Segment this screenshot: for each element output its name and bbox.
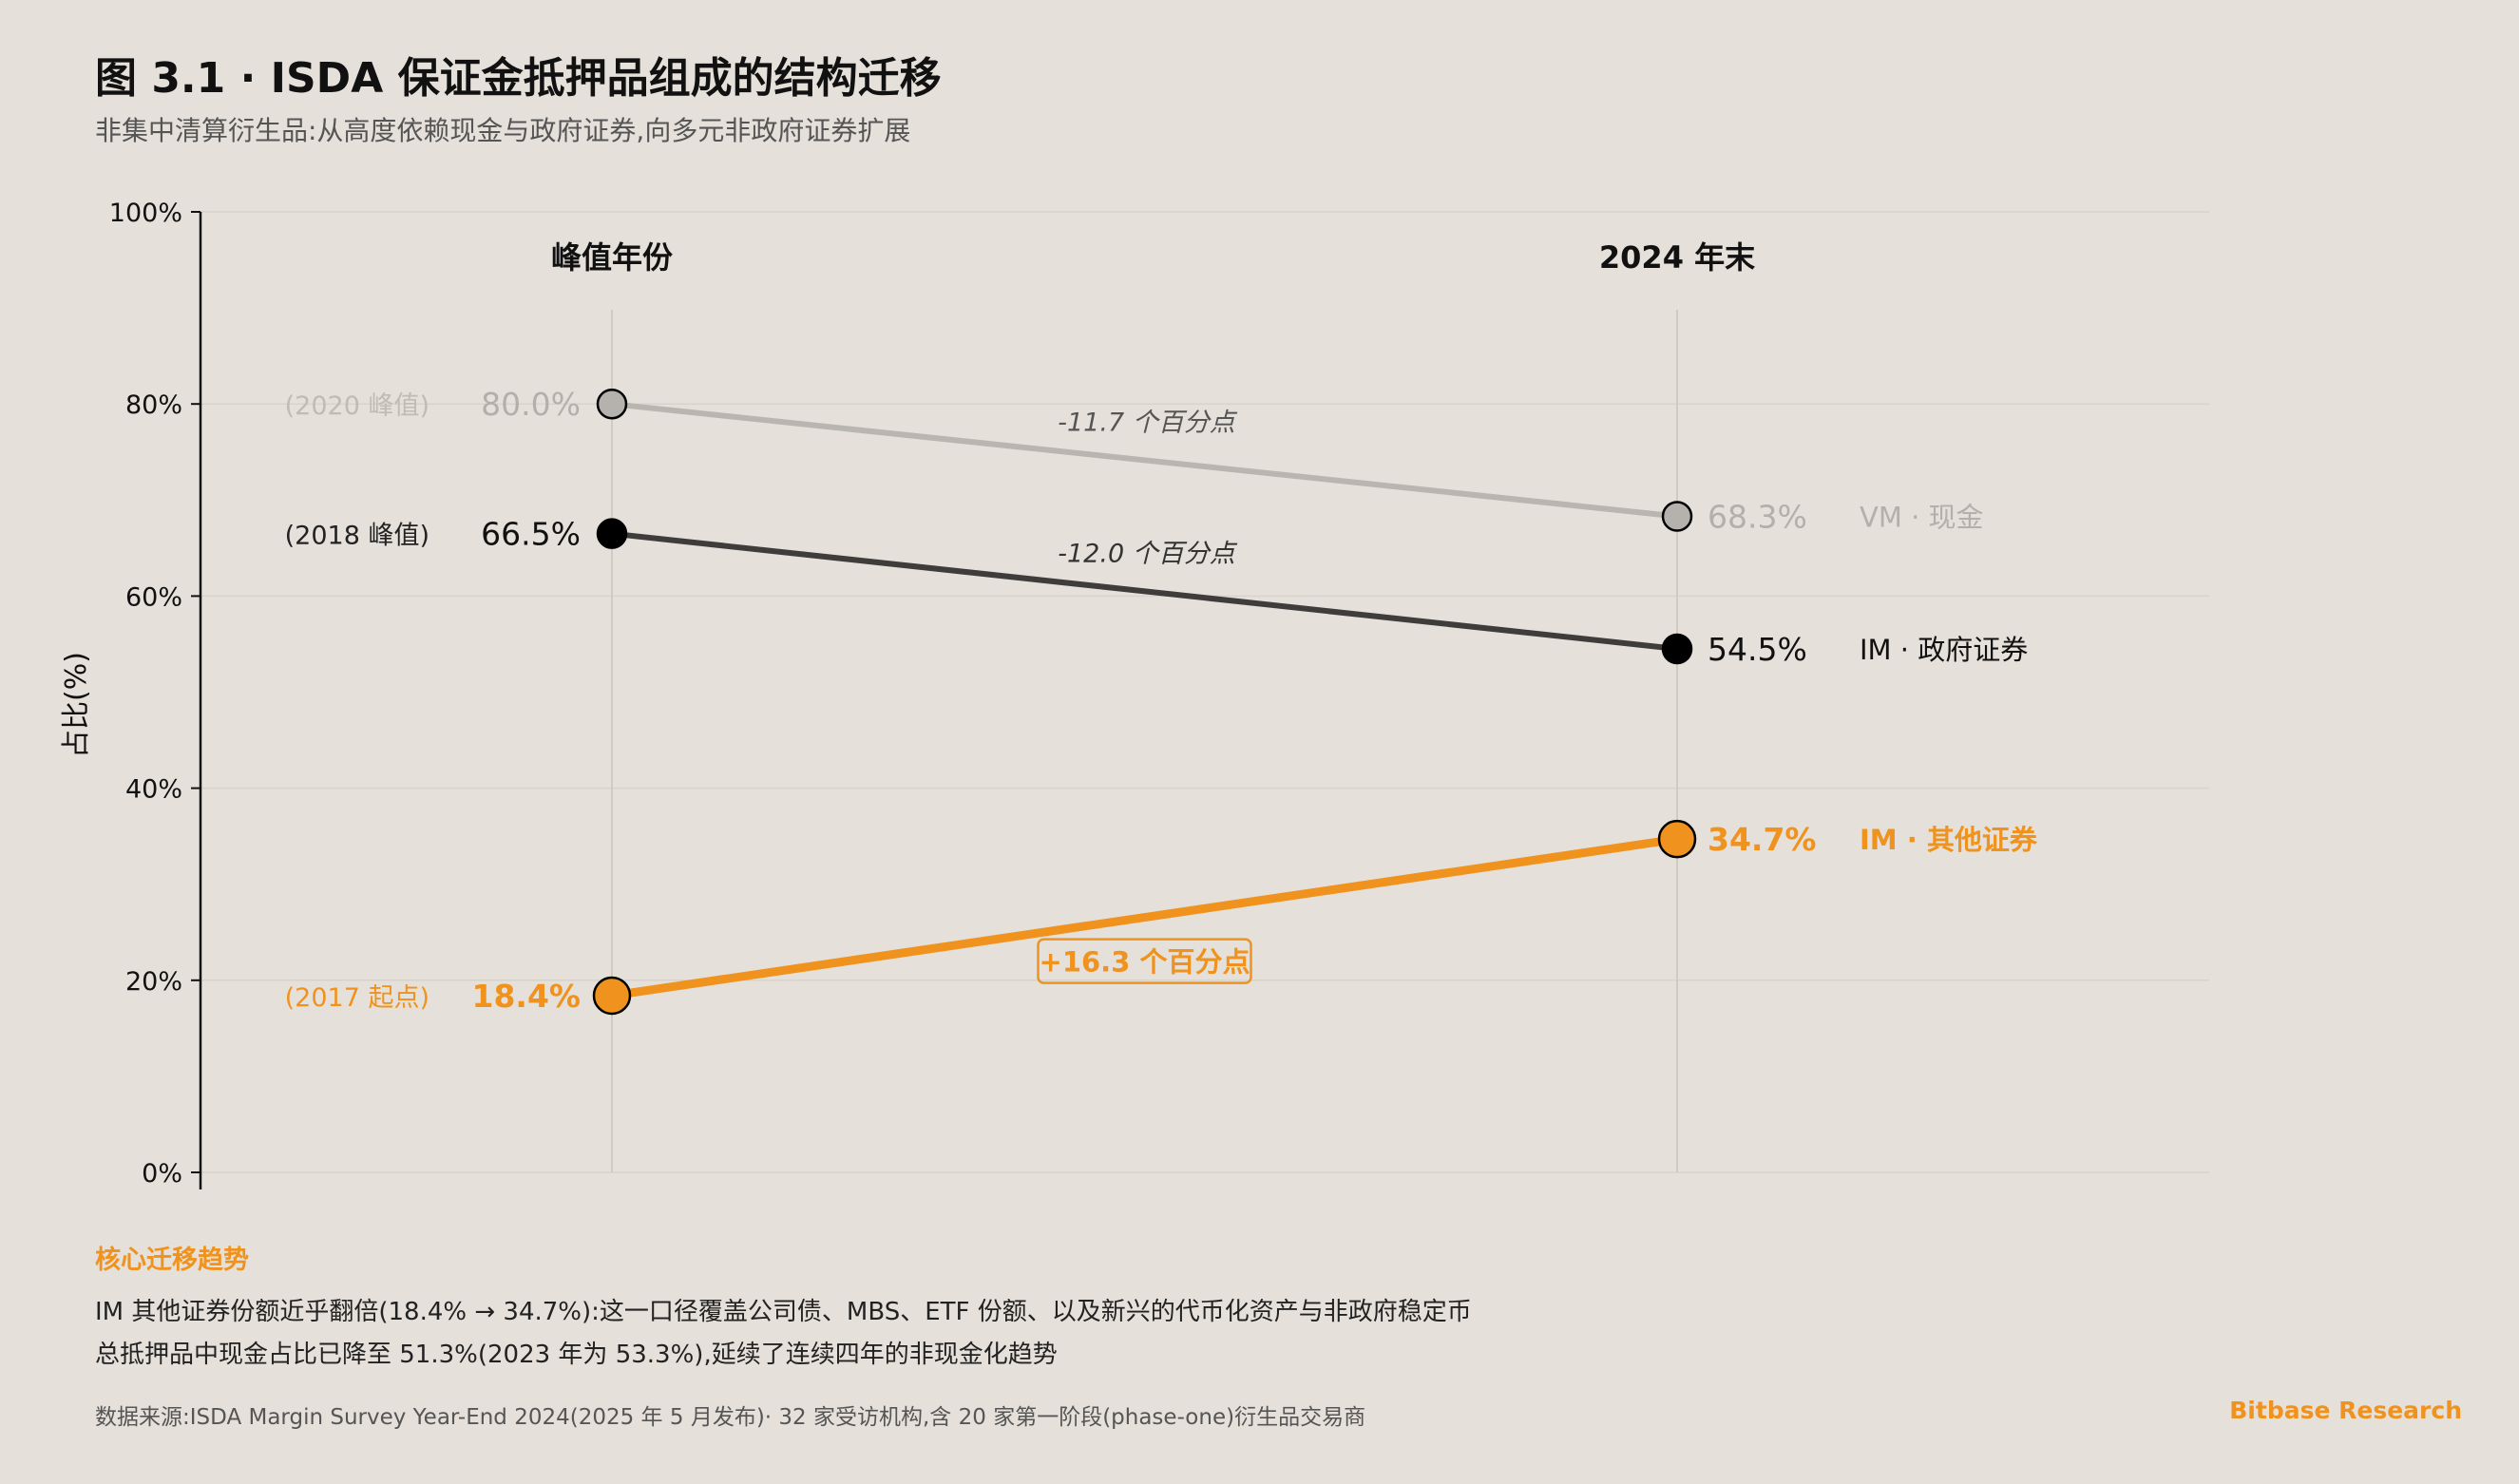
series-line <box>611 401 1678 520</box>
change-label: -12.0 个百分点 <box>1058 539 1237 568</box>
y-tick-label: 20% <box>125 967 182 997</box>
brand-logo: Bitbase Research <box>2229 1397 2462 1424</box>
start-note: (2018 峰值) <box>285 522 429 551</box>
source-note: 数据来源:ISDA Margin Survey Year-End 2024(20… <box>95 1405 1366 1430</box>
column-header: 峰值年份 <box>551 239 673 276</box>
y-tick-label: 40% <box>125 775 182 805</box>
series-point <box>592 976 632 1016</box>
y-tick-label: 80% <box>125 390 182 420</box>
start-note: (2020 峰值) <box>285 391 429 421</box>
y-axis-label: 占比(%) <box>60 652 93 758</box>
takeaway-line-2: 总抵押品中现金占比已降至 51.3%(2023 年为 53.3%),延续了连续四… <box>95 1341 1058 1369</box>
y-tick-label: 60% <box>125 582 182 612</box>
start-value-label: 80.0% <box>481 386 581 423</box>
end-value-label: 34.7% <box>1708 821 1817 858</box>
change-label-box <box>1037 938 1252 984</box>
series-line <box>611 834 1678 1000</box>
change-label: -11.7 个百分点 <box>1058 408 1237 437</box>
takeaway-line-1: IM 其他证券份额近乎翻倍(18.4% → 34.7%):这一口径覆盖公司债、M… <box>95 1298 1472 1326</box>
change-label: +16.3 个百分点 <box>1040 946 1250 979</box>
slope-chart: 0% 20% 40% 60% 80% 100% 占比(%) 峰值年份 2024 年末 (2020 … <box>60 199 2209 1189</box>
takeaway-heading: 核心迁移趋势 <box>95 1246 249 1275</box>
series-point <box>596 388 628 420</box>
series-point <box>1661 501 1693 532</box>
series-name-label: IM · 政府证券 <box>1860 634 2028 666</box>
column-header: 2024 年末 <box>1599 239 1755 276</box>
start-value-label: 66.5% <box>481 516 581 553</box>
series-name-label: IM · 其他证券 <box>1860 824 2038 856</box>
series-name-label: VM · 现金 <box>1860 501 1984 533</box>
series-point <box>1661 633 1693 665</box>
series-point <box>1657 819 1697 859</box>
end-value-label: 54.5% <box>1708 631 1807 668</box>
end-value-label: 68.3% <box>1708 498 1807 535</box>
y-tick-label: 0% <box>142 1159 182 1189</box>
start-value-label: 18.4% <box>472 978 582 1015</box>
series-point <box>596 518 628 549</box>
series-line <box>611 530 1678 652</box>
chart-subtitle: 非集中清算衍生品:从高度依赖现金与政府证券,向多元非政府证券扩展 <box>95 115 911 146</box>
start-note: (2017 起点) <box>285 983 429 1013</box>
chart-title: 图 3.1 · ISDA 保证金抵押品组成的结构迁移 <box>95 54 942 103</box>
y-tick-label: 100% <box>109 199 182 228</box>
